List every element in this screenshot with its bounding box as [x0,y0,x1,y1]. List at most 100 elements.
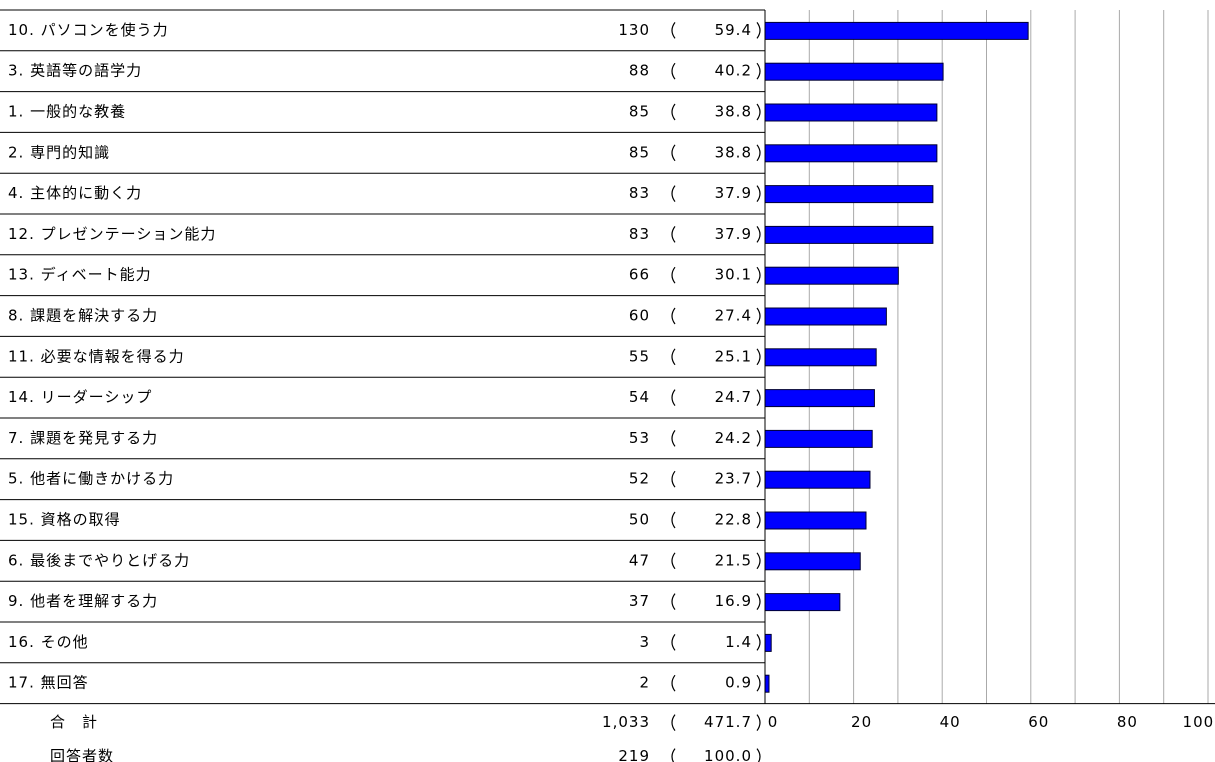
row-label: 2. 専門的知識 [8,143,110,161]
bar [764,266,899,285]
count: 1,033 [602,713,650,731]
x-tick-label: 20 [851,713,872,731]
percent: 1.4 [725,633,752,651]
percent: 37.9 [715,225,752,243]
close-paren [756,674,761,692]
count: 66 [629,266,650,284]
x-tick-label: 60 [1028,713,1049,731]
bar [764,225,934,244]
percent: 38.8 [715,103,752,121]
close-paren [756,470,761,488]
close-paren [756,748,761,762]
close-paren [756,714,761,731]
percent: 24.2 [715,429,752,447]
close-paren [756,144,761,162]
open-paren [671,348,676,366]
bar [764,470,871,489]
respondents-label: 回答者数 [50,747,114,762]
x-tick-label: 100% [1183,713,1215,731]
count: 54 [629,388,650,406]
open-paren [671,389,676,406]
percent: 23.7 [715,470,752,488]
close-paren [756,307,761,325]
count: 60 [629,307,650,325]
close-paren [756,185,761,202]
bar [764,144,938,163]
count: 219 [618,747,650,762]
count: 83 [629,184,650,202]
open-paren [671,266,676,284]
bar [764,348,877,367]
bar [764,633,772,652]
percent: 21.5 [715,551,752,569]
percent: 38.8 [715,143,752,161]
row-label: 4. 主体的に動く力 [8,184,142,202]
count: 83 [629,225,650,243]
close-paren [756,226,761,243]
open-paren [671,22,676,39]
percent: 22.8 [715,511,752,529]
open-paren [671,748,676,762]
close-paren [756,511,761,529]
row-label: 7. 課題を発見する力 [8,429,158,447]
count: 37 [629,592,650,610]
close-paren [756,62,761,80]
count: 52 [629,470,650,488]
open-paren [671,226,676,243]
open-paren [671,103,676,121]
bar [764,552,861,571]
percent: 37.9 [715,184,752,202]
row-label: 13. ディベート能力 [8,266,152,284]
open-paren [671,307,676,325]
x-tick-label: 40 [940,713,961,731]
close-paren [756,593,761,610]
open-paren [671,511,676,529]
count: 3 [639,633,650,651]
total-label: 合 計 [50,713,98,731]
percent: 59.4 [715,21,752,39]
open-paren [671,714,676,731]
bar [764,511,867,530]
row-label: 5. 他者に働きかける力 [8,470,174,488]
count: 47 [629,551,650,569]
row-label: 8. 課題を解決する力 [8,307,158,325]
open-paren [671,470,676,488]
percent: 100.0 [704,747,752,762]
count: 50 [629,511,650,529]
count: 53 [629,429,650,447]
row-label: 14. リーダーシップ [8,388,152,406]
open-paren [671,634,676,651]
percent: 0.9 [725,674,752,692]
row-label: 6. 最後までやりとげる力 [8,551,190,569]
bar [764,674,770,693]
bar [764,62,944,81]
open-paren [671,144,676,162]
bar [764,185,934,204]
close-paren [756,430,761,447]
close-paren [756,389,761,406]
open-paren [671,430,676,447]
open-paren [671,593,676,610]
row-label: 15. 資格の取得 [8,511,121,529]
close-paren [756,348,761,366]
percent: 24.7 [715,388,752,406]
count: 130 [618,21,650,39]
bar [764,103,938,122]
bar [764,307,887,326]
percent: 16.9 [715,592,752,610]
row-label: 17. 無回答 [8,674,89,692]
percent: 471.7 [704,713,752,731]
percent: 40.2 [715,62,752,80]
count: 85 [629,103,650,121]
x-tick-label: 80 [1117,713,1138,731]
close-paren [756,634,761,651]
row-label: 10. パソコンを使う力 [8,21,169,39]
row-label: 11. 必要な情報を得る力 [8,347,185,365]
close-paren [756,266,761,284]
close-paren [756,552,761,570]
count: 85 [629,143,650,161]
row-label: 9. 他者を理解する力 [8,592,158,610]
bar [764,593,841,612]
close-paren [756,22,761,39]
bar [764,21,1029,40]
